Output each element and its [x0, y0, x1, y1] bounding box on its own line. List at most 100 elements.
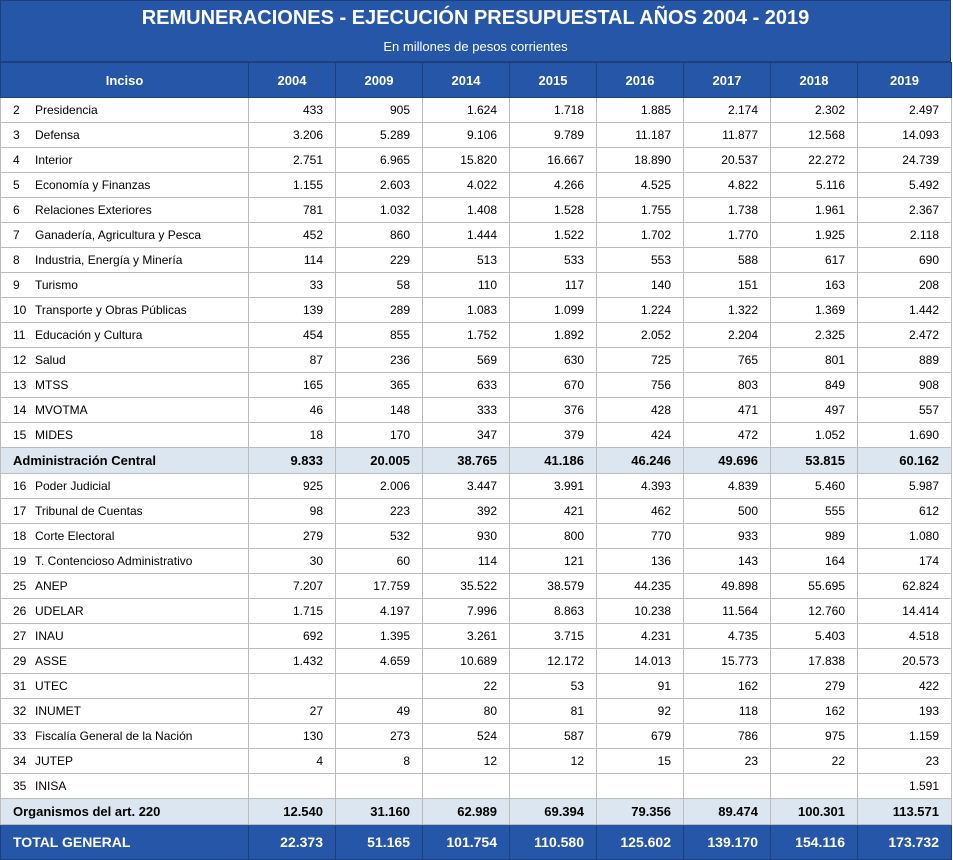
inciso-name: Turismo — [35, 278, 78, 292]
value-cell: 5.460 — [770, 473, 858, 499]
inciso-cell: 31 UTEC — [0, 673, 249, 699]
value-cell: 3.447 — [422, 473, 510, 499]
value-cell: 770 — [596, 523, 684, 549]
value-cell: 20.537 — [683, 147, 771, 173]
value-cell: 4.022 — [422, 172, 510, 198]
column-header: 2019 — [857, 62, 952, 98]
subtotal-label: Administración Central — [0, 447, 249, 474]
value-cell: 5.403 — [770, 623, 858, 649]
value-cell: 174 — [857, 548, 952, 574]
data-row: 19 T. Contencioso Administrativo 30 60 114 12… — [0, 548, 952, 574]
inciso-cell: 12 Salud — [0, 347, 249, 373]
value-cell: 14.093 — [857, 122, 952, 148]
value-cell: 588 — [683, 247, 771, 273]
inciso-cell: 34 JUTEP — [0, 748, 249, 774]
value-cell: 12 — [509, 748, 597, 774]
data-row: 11 Educación y Cultura 454 855 1.752 1.892 2.0… — [0, 322, 952, 348]
value-cell: 22.373 — [248, 824, 336, 860]
inciso-cell: 4 Interior — [0, 147, 249, 173]
value-cell: 130 — [248, 723, 336, 749]
value-cell: 1.591 — [857, 773, 952, 799]
budget-table: Inciso 2004 2009 2014 2015 2016 2017 2018 2019 2… — [0, 62, 952, 860]
inciso-code: 14 — [13, 403, 27, 417]
column-header: 2015 — [509, 62, 597, 98]
inciso-cell: 29 ASSE — [0, 648, 249, 674]
data-row: 12 Salud 87 236 569 630 725 765 801 889 — [0, 347, 952, 373]
value-cell: 1.395 — [335, 623, 423, 649]
inciso-cell: 25 ANEP — [0, 573, 249, 599]
inciso-code: 4 — [13, 153, 20, 167]
value-cell: 6.965 — [335, 147, 423, 173]
value-cell: 4.659 — [335, 648, 423, 674]
table-body: 2 Presidencia 433 905 1.624 1.718 1.885 2.174 2.… — [0, 97, 952, 860]
value-cell: 23 — [683, 748, 771, 774]
value-cell: 17.759 — [335, 573, 423, 599]
data-row: 2 Presidencia 433 905 1.624 1.718 1.885 2.174 2.… — [0, 97, 952, 123]
inciso-cell: 6 Relaciones Exteriores — [0, 197, 249, 223]
value-cell: 11.187 — [596, 122, 684, 148]
inciso-name: Economía y Finanzas — [35, 178, 151, 192]
value-cell: 100.301 — [770, 798, 858, 825]
inciso-cell: 27 INAU — [0, 623, 249, 649]
value-cell: 62.824 — [857, 573, 952, 599]
inciso-code: 2 — [13, 103, 20, 117]
inciso-cell: 11 Educación y Cultura — [0, 322, 249, 348]
value-cell: 756 — [596, 372, 684, 398]
value-cell: 4.197 — [335, 598, 423, 624]
value-cell: 2.751 — [248, 147, 336, 173]
value-cell: 617 — [770, 247, 858, 273]
total-label: TOTAL GENERAL — [0, 824, 249, 860]
column-header: 2016 — [596, 62, 684, 98]
value-cell: 4.231 — [596, 623, 684, 649]
value-cell: 905 — [335, 97, 423, 123]
value-cell: 690 — [857, 247, 952, 273]
value-cell: 1.052 — [770, 422, 858, 448]
value-cell: 279 — [248, 523, 336, 549]
inciso-name: Poder Judicial — [35, 479, 111, 493]
value-cell: 31.160 — [335, 798, 423, 825]
data-row: 8 Industria, Energía y Minería 114 229 513 53… — [0, 247, 952, 273]
inciso-code: 25 — [13, 579, 27, 593]
value-cell: 497 — [770, 397, 858, 423]
inciso-cell: 33 Fiscalía General de la Nación — [0, 723, 249, 749]
value-cell: 46.246 — [596, 447, 684, 474]
value-cell: 170 — [335, 422, 423, 448]
inciso-name: Defensa — [35, 128, 80, 142]
value-cell — [509, 773, 597, 799]
value-cell: 117 — [509, 272, 597, 298]
value-cell: 113.571 — [857, 798, 952, 825]
inciso-code: 32 — [13, 704, 27, 718]
value-cell: 163 — [770, 272, 858, 298]
inciso-cell: 35 INISA — [0, 773, 249, 799]
inciso-name: Industria, Energía y Minería — [35, 253, 183, 267]
value-cell: 1.522 — [509, 222, 597, 248]
inciso-name: Fiscalía General de la Nación — [35, 729, 193, 743]
subtitle: En millones de pesos corrientes — [383, 39, 568, 54]
value-cell: 98 — [248, 498, 336, 524]
value-cell: 433 — [248, 97, 336, 123]
value-cell: 9.789 — [509, 122, 597, 148]
value-cell: 4.839 — [683, 473, 771, 499]
value-cell: 24.739 — [857, 147, 952, 173]
value-cell: 4 — [248, 748, 336, 774]
value-cell: 46 — [248, 397, 336, 423]
value-cell: 151 — [683, 272, 771, 298]
value-cell: 2.325 — [770, 322, 858, 348]
value-cell: 1.770 — [683, 222, 771, 248]
inciso-cell: 9 Turismo — [0, 272, 249, 298]
value-cell: 1.892 — [509, 322, 597, 348]
value-cell: 143 — [683, 548, 771, 574]
value-cell: 2.603 — [335, 172, 423, 198]
value-cell: 1.885 — [596, 97, 684, 123]
value-cell: 165 — [248, 372, 336, 398]
value-cell: 118 — [683, 698, 771, 724]
value-cell: 14.013 — [596, 648, 684, 674]
value-cell: 229 — [335, 247, 423, 273]
value-cell — [596, 773, 684, 799]
inciso-name: Transporte y Obras Públicas — [35, 303, 187, 317]
inciso-name: INISA — [35, 779, 67, 793]
data-row: 26 UDELAR 1.715 4.197 7.996 8.863 10.238 11.564… — [0, 598, 952, 624]
data-row: 15 MIDES 18 170 347 379 424 472 1.052 1.690 — [0, 422, 952, 448]
value-cell: 51.165 — [335, 824, 423, 860]
value-cell: 454 — [248, 322, 336, 348]
